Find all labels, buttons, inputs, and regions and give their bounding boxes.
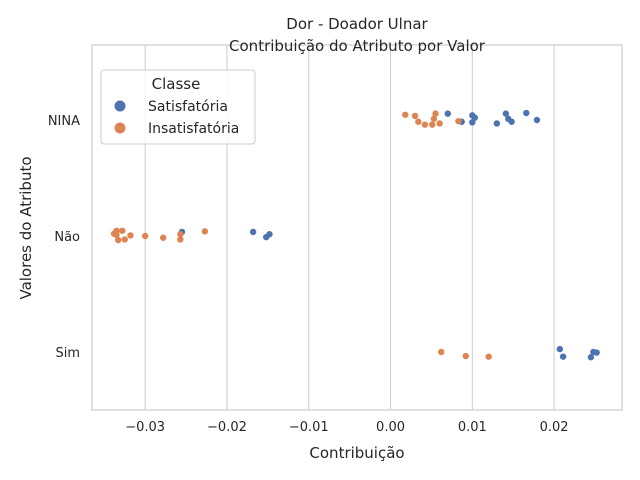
data-point (421, 121, 429, 128)
data-point (415, 118, 422, 125)
legend-label-insatisfatoria: Insatisfatória (148, 121, 239, 137)
data-point (523, 109, 530, 117)
data-point (438, 348, 445, 356)
data-point (508, 118, 515, 125)
legend-marker-satisfatoria (114, 100, 126, 112)
data-point (249, 228, 257, 236)
data-point (436, 120, 443, 127)
data-point (119, 227, 126, 234)
data-point (263, 233, 270, 241)
data-point (411, 112, 419, 120)
x-tick-label: −0.03 (125, 420, 165, 435)
data-point (113, 231, 120, 239)
data-point (432, 110, 439, 117)
data-point (177, 236, 184, 243)
legend-label-satisfatoria: Satisfatória (148, 99, 228, 115)
legend-box (100, 69, 256, 145)
data-point (429, 121, 436, 128)
y-tick-label: Não (54, 230, 80, 245)
chart-title: Dor - Doador Ulnar (286, 15, 428, 33)
x-tick-label: 0.00 (376, 420, 405, 435)
data-point (159, 234, 167, 241)
data-point (485, 353, 492, 360)
data-point (141, 232, 149, 240)
legend-title: Classe (152, 75, 201, 93)
plot-frame (91, 44, 623, 411)
data-point (430, 115, 438, 123)
x-axis-label: Contribuição (309, 444, 404, 462)
data-point (121, 236, 128, 243)
legend-marker-insatisfatoria (114, 122, 126, 134)
data-point (493, 120, 501, 127)
x-tick-label: 0.01 (458, 420, 487, 435)
data-points (110, 109, 600, 361)
data-point (127, 232, 134, 239)
x-tick-label: −0.01 (289, 420, 329, 435)
data-point (469, 119, 476, 126)
data-point (455, 117, 462, 125)
y-tick-label: Sim (55, 346, 80, 361)
x-tick-labels: −0.03 −0.02 −0.01 0.00 0.01 0.02 (125, 420, 568, 435)
data-point (556, 345, 564, 353)
chart-subtitle: Contribuição do Atributo por Valor (229, 37, 486, 55)
x-tick-label: −0.02 (207, 420, 247, 435)
data-point (114, 236, 122, 244)
data-point (444, 110, 451, 117)
data-point (201, 228, 209, 235)
y-axis-label: Valores do Atributo (17, 156, 35, 299)
y-tick-label: NINA (48, 114, 80, 129)
y-tick-labels: NINA Não Sim (48, 114, 80, 361)
data-point (559, 353, 567, 360)
data-point (533, 116, 541, 124)
data-point (462, 352, 469, 360)
data-point (587, 354, 595, 361)
legend: Classe Satisfatória Insatisfatória (100, 69, 256, 145)
data-point (502, 110, 510, 117)
data-point (177, 231, 184, 238)
x-tick-label: 0.02 (540, 420, 569, 435)
data-point (593, 349, 600, 356)
data-point (402, 111, 409, 118)
